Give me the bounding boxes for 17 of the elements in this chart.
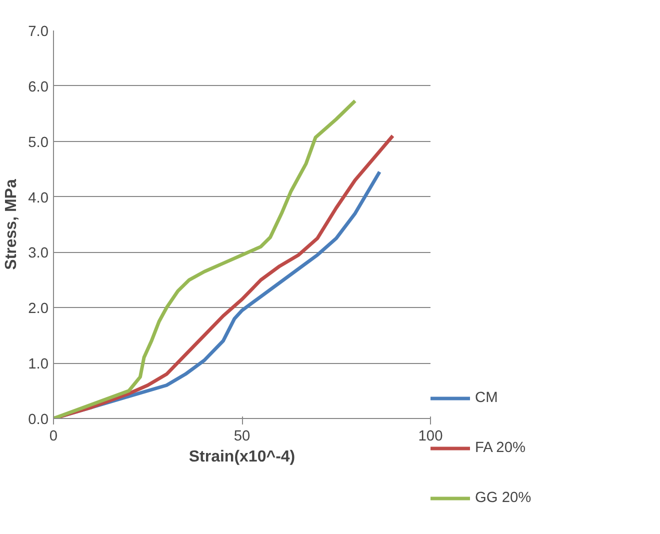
x-tick-label: 0 xyxy=(49,428,58,444)
legend-label: GG 20% xyxy=(475,490,532,506)
y-axis-title: Stress, MPa xyxy=(3,179,20,270)
legend-label: CM xyxy=(475,390,498,406)
y-tick-label: 3.0 xyxy=(28,246,48,262)
x-tick-label: 100 xyxy=(418,428,443,444)
x-axis-title: Strain(x10^-4) xyxy=(188,448,296,466)
y-tick-label: 2.0 xyxy=(28,301,48,318)
y-tick-label: 5.0 xyxy=(28,134,48,151)
y-tick-label: 7.0 xyxy=(28,24,48,40)
y-tick-label: 0.0 xyxy=(28,412,48,428)
y-tick-label: 1.0 xyxy=(28,356,48,373)
y-tick-label: 4.0 xyxy=(28,190,48,206)
legend-label: FA 20% xyxy=(475,440,526,456)
y-tick-label: 6.0 xyxy=(28,79,48,96)
x-tick-label: 50 xyxy=(234,428,250,444)
line-series xyxy=(54,99,357,418)
